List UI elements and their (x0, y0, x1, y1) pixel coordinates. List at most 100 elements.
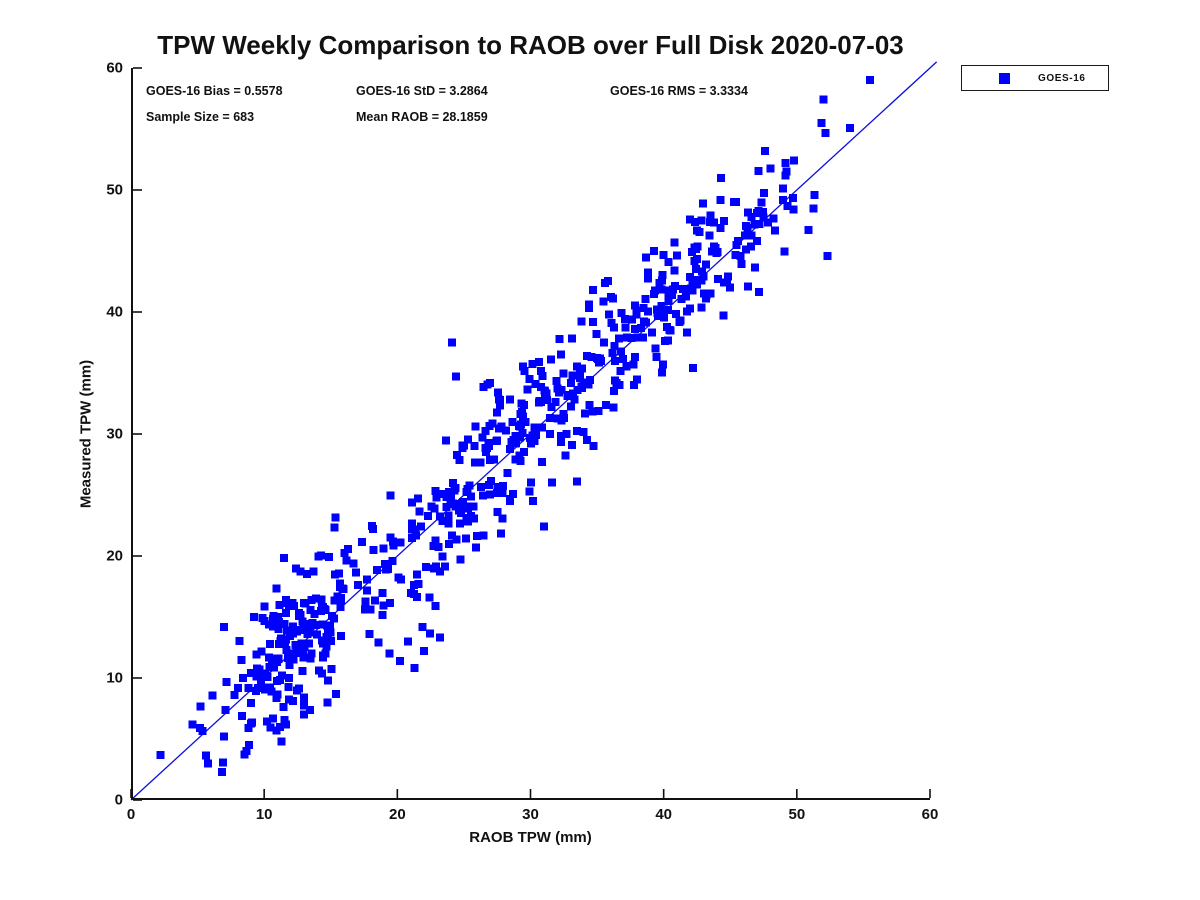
scatter-point (742, 221, 751, 230)
scatter-point (644, 307, 653, 316)
scatter-point (683, 328, 692, 337)
scatter-point (386, 533, 395, 542)
scatter-point (489, 455, 498, 464)
scatter-point (546, 355, 555, 364)
scatter-point (431, 486, 440, 495)
scatter-point (275, 600, 284, 609)
scatter-point (300, 642, 309, 651)
scatter-point (244, 724, 253, 733)
scatter-point (675, 317, 684, 326)
scatter-point (573, 427, 582, 436)
scatter-point (706, 211, 715, 220)
stat-sample-size: Sample Size = 683 (146, 110, 255, 124)
scatter-point (652, 353, 661, 362)
scatter-point (639, 304, 648, 313)
scatter-point (492, 408, 501, 417)
scatter-point (431, 536, 440, 545)
scatter-point (731, 250, 740, 259)
scatter-point (737, 260, 746, 269)
scatter-point (600, 338, 609, 347)
scatter-point (628, 315, 637, 324)
scatter-point (306, 706, 315, 715)
scatter-point (301, 599, 310, 608)
scatter-point (361, 605, 370, 614)
stat-std: GOES-16 StD = 3.2864 (356, 84, 488, 98)
scatter-point (273, 613, 282, 622)
scatter-point (378, 611, 387, 620)
scatter-point (658, 271, 667, 280)
scatter-point (650, 286, 659, 295)
scatter-point (299, 622, 308, 631)
scatter-point (713, 274, 722, 283)
scatter-point (712, 248, 721, 257)
scatter-point (282, 609, 291, 618)
scatter-point (312, 594, 321, 603)
scatter-point (632, 310, 641, 319)
scatter-point (265, 662, 274, 671)
scatter-point (365, 630, 374, 639)
scatter-point (292, 649, 301, 658)
scatter-point (716, 173, 725, 182)
scatter-point (435, 567, 444, 576)
scatter-point (447, 338, 456, 347)
scatter-point (557, 437, 566, 446)
scatter-point (740, 231, 749, 240)
scatter-point (846, 123, 855, 132)
scatter-point (267, 656, 276, 665)
scatter-point (332, 689, 341, 698)
y-tick-label: 0 (114, 791, 123, 809)
scatter-point (751, 263, 760, 272)
scatter-point (431, 562, 440, 571)
scatter-point (371, 596, 380, 605)
scatter-point (444, 519, 453, 528)
scatter-point (418, 622, 427, 631)
y-tick-label: 40 (106, 303, 123, 321)
scatter-point (643, 268, 652, 277)
scatter-point (670, 238, 679, 247)
scatter-point (518, 428, 527, 437)
scatter-point (641, 294, 650, 303)
scatter-point (633, 333, 642, 342)
scatter-point (744, 208, 753, 217)
scatter-point (686, 284, 695, 293)
scatter-point (242, 746, 251, 755)
scatter-point (577, 317, 586, 326)
scatter-point (469, 502, 478, 511)
scatter-point (395, 656, 404, 665)
scatter-point (658, 368, 667, 377)
scatter-point (440, 562, 449, 571)
scatter-point (547, 478, 556, 487)
scatter-point (631, 324, 640, 333)
scatter-point (629, 360, 638, 369)
x-tick-label: 50 (788, 806, 806, 823)
scatter-point (298, 648, 307, 657)
scatter-point (299, 653, 308, 662)
scatter-point (268, 614, 277, 623)
scatter-point (221, 705, 230, 714)
scatter-point (410, 580, 419, 589)
scatter-point (219, 623, 228, 632)
scatter-point (449, 478, 458, 487)
scatter-point (697, 276, 706, 285)
scatter-point (516, 456, 525, 465)
scatter-point (551, 397, 560, 406)
scatter-point (495, 401, 504, 410)
scatter-point (664, 286, 673, 295)
scatter-point (508, 489, 517, 498)
scatter-point (659, 250, 668, 259)
scatter-point (298, 666, 307, 675)
scatter-point (508, 417, 517, 426)
scatter-point (671, 282, 680, 291)
scatter-point (520, 447, 529, 456)
scatter-point (690, 256, 699, 265)
scatter-point (425, 593, 434, 602)
scatter-point (257, 679, 266, 688)
scatter-point (754, 287, 763, 296)
scatter-point (274, 617, 283, 626)
y-tick-label: 20 (106, 547, 123, 565)
scatter-point (770, 226, 779, 235)
scatter-point (817, 118, 826, 127)
scatter-point (478, 433, 487, 442)
scatter-point (456, 555, 465, 564)
scatter-point (479, 383, 488, 392)
